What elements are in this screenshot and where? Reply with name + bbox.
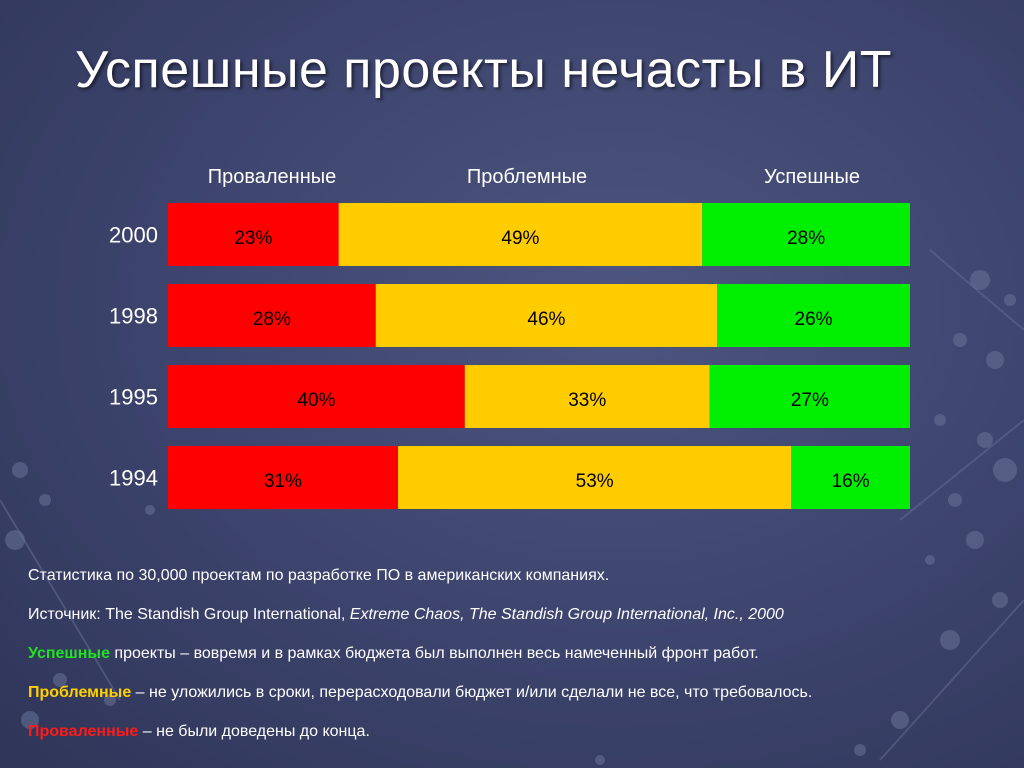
legend-entry-challenged: Проблемные [467,166,587,188]
bar-challenged-1998 [375,284,718,347]
bar-failed-1995 [168,365,465,428]
definition-challenged: – не уложились в сроки, перерасходовали … [131,684,813,701]
data-label-failed-1998: 28% [253,309,291,330]
data-label-challenged-1998: 46% [527,309,565,330]
data-label-challenged-1995: 33% [568,390,606,411]
data-label-challenged-2000: 49% [501,228,539,249]
notes-block: Статистика по 30,000 проектам по разрабо… [28,566,1018,761]
bar-failed-2000 [168,203,339,266]
bar-challenged-2000 [338,203,703,266]
data-label-failed-2000: 23% [234,228,272,249]
bar-successful-2000 [702,203,910,266]
data-label-failed-1995: 40% [297,390,335,411]
legend-entry-failed: Проваленные [208,166,337,188]
bar-successful-1995 [709,365,910,428]
year-label-2000: 2000 [109,223,158,248]
bar-challenged-1995 [464,365,710,428]
data-label-successful-1998: 26% [795,309,833,330]
bar-successful-1994 [791,446,910,509]
bar-failed-1998 [168,284,376,347]
data-label-successful-2000: 28% [787,228,825,249]
keyword-challenged: Проблемные [28,684,132,701]
year-label-1994: 1994 [109,466,158,491]
note-statistics-text: Статистика по 30,000 проектам по разрабо… [28,567,610,584]
note-statistics: Статистика по 30,000 проектам по разрабо… [28,566,1018,592]
data-label-successful-1995: 27% [791,390,829,411]
stacked-bar-chart: Проваленные Проблемные Успешные 2000 23% 49% 2… [109,166,910,509]
note-source-prefix: Источник: The Standish Group Internation… [28,606,350,623]
bar-failed-1994 [168,446,399,509]
note-challenged-definition: Проблемные – не уложились в сроки, перер… [28,683,1018,709]
definition-successful: проекты – вовремя и в рамках бюджета был… [109,645,759,662]
definition-failed: – не были доведены до конца. [138,723,370,740]
legend-entry-successful: Успешные [764,166,860,188]
data-label-challenged-1994: 53% [576,471,614,492]
data-label-failed-1994: 31% [264,471,302,492]
year-label-1995: 1995 [109,385,158,410]
keyword-failed: Проваленные [28,723,139,740]
note-source: Источник: The Standish Group Internation… [28,605,1018,631]
year-label-1998: 1998 [109,304,158,329]
bar-successful-1998 [717,284,910,347]
note-failed-definition: Проваленные – не были доведены до конца. [28,722,1018,748]
bar-challenged-1994 [398,446,792,509]
note-successful-definition: Успешные проекты – вовремя и в рамках бю… [28,644,1018,670]
keyword-successful: Успешные [28,645,110,662]
data-label-successful-1994: 16% [832,471,870,492]
note-source-title: Extreme Chaos, The Standish Group Intern… [349,606,784,623]
slide-title: Успешные проекты нечасты в ИТ [75,41,892,99]
